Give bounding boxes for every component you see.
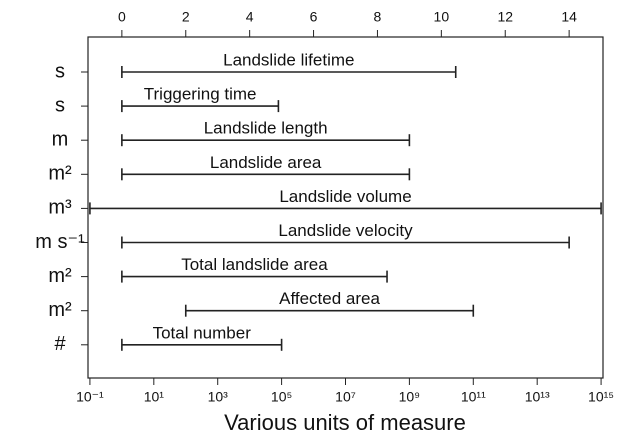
- x2-tick-label: 4: [246, 9, 254, 25]
- unit-label: m²: [48, 265, 72, 287]
- bar-label: Landslide velocity: [278, 221, 413, 240]
- unit-label: s: [55, 94, 65, 116]
- x-tick-label: 10¹⁵: [588, 389, 614, 405]
- unit-label: m: [52, 128, 69, 150]
- x-tick-label: 10¹³: [525, 389, 550, 405]
- x2-tick-label: 14: [561, 9, 577, 25]
- bar-label: Landslide area: [210, 153, 322, 172]
- unit-label: #: [54, 333, 66, 355]
- x2-tick-label: 8: [374, 9, 382, 25]
- bar-label: Total number: [153, 323, 252, 342]
- x2-tick-label: 0: [118, 9, 126, 25]
- x2-tick-label: 10: [434, 9, 450, 25]
- x-tick-label: 10¹: [144, 389, 165, 405]
- bar-label: Affected area: [279, 289, 380, 308]
- bar-label: Triggering time: [144, 85, 257, 104]
- bar-label: Total landslide area: [181, 255, 328, 274]
- unit-label: m²: [48, 299, 72, 321]
- x-tick-label: 10³: [208, 389, 229, 405]
- x-tick-label: 10⁹: [399, 389, 421, 405]
- unit-label: m s⁻¹: [35, 231, 85, 253]
- bar-label: Landslide lifetime: [223, 50, 354, 69]
- x-tick-label: 10⁻¹: [76, 389, 104, 405]
- x2-tick-label: 6: [310, 9, 318, 25]
- unit-label: m³: [48, 197, 72, 219]
- x-tick-label: 10⁷: [335, 389, 356, 405]
- x2-tick-label: 12: [497, 9, 513, 25]
- unit-label: s: [55, 60, 65, 82]
- x-axis-label: Various units of measure: [224, 410, 466, 435]
- unit-label: m²: [48, 163, 72, 185]
- bar-label: Landslide volume: [279, 187, 411, 206]
- bar-label: Landslide length: [204, 119, 328, 138]
- x-tick-label: 10⁵: [271, 389, 292, 405]
- x-tick-label: 10¹¹: [461, 389, 486, 405]
- x2-tick-label: 2: [182, 9, 190, 25]
